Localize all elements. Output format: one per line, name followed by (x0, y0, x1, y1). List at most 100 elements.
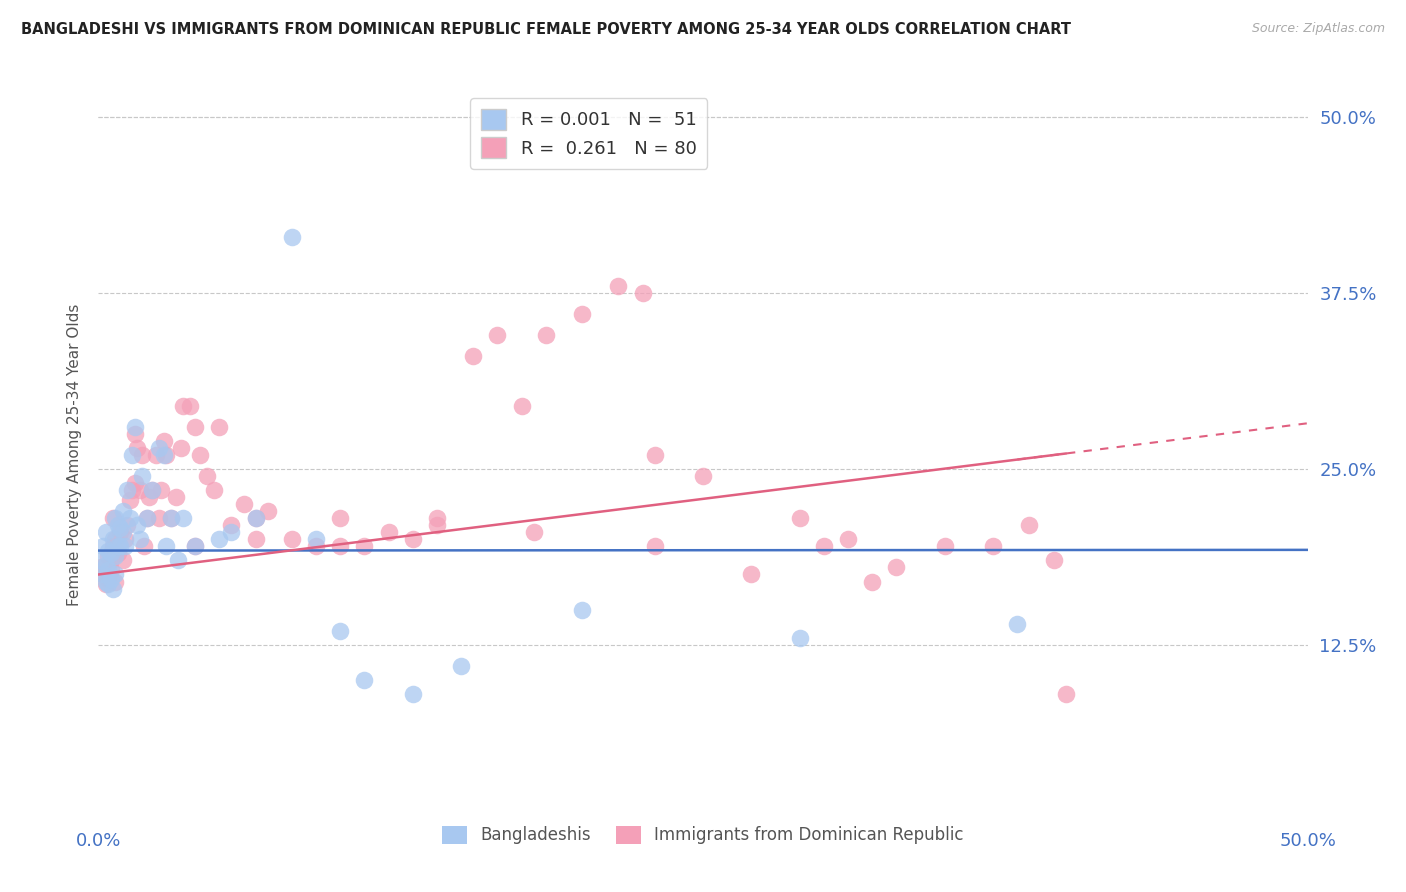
Point (1018, 518, 1040, 533)
Point (97, 549, 120, 564)
Point (124, 419, 146, 434)
Point (94, 525, 117, 540)
Point (692, 469, 714, 483)
Point (245, 511, 267, 525)
Point (195, 469, 218, 483)
Point (101, 511, 124, 525)
Point (104, 549, 127, 564)
Point (90, 560, 112, 574)
Point (128, 483, 150, 497)
Point (155, 539, 177, 553)
Point (740, 567, 762, 582)
Point (117, 483, 139, 497)
Point (644, 539, 666, 553)
Point (121, 448, 143, 462)
Point (167, 553, 190, 567)
Point (160, 511, 183, 525)
Point (97, 563, 120, 577)
Point (232, 497, 254, 511)
Point (329, 539, 352, 553)
Point (981, 539, 1004, 553)
Point (97, 543, 120, 558)
Text: BANGLADESHI VS IMMIGRANTS FROM DOMINICAN REPUBLIC FEMALE POVERTY AMONG 25-34 YEA: BANGLADESHI VS IMMIGRANTS FROM DOMINICAN… (21, 22, 1071, 37)
Point (141, 483, 163, 497)
Point (97, 577, 120, 591)
Point (100, 553, 122, 567)
Point (789, 631, 811, 645)
Point (377, 525, 399, 540)
Point (188, 448, 211, 462)
Point (184, 539, 207, 553)
Point (101, 539, 124, 553)
Point (184, 419, 207, 434)
Point (117, 518, 139, 533)
Point (813, 539, 835, 553)
Point (91, 567, 114, 582)
Point (329, 624, 352, 638)
Y-axis label: Female Poverty Among 25-34 Year Olds: Female Poverty Among 25-34 Year Olds (66, 304, 82, 606)
Point (100, 563, 122, 577)
Point (108, 521, 131, 535)
Point (886, 560, 908, 574)
Point (204, 483, 226, 497)
Point (934, 539, 956, 553)
Point (90, 553, 112, 567)
Point (281, 533, 304, 547)
Point (124, 426, 146, 441)
Point (104, 574, 127, 589)
Point (148, 511, 170, 525)
Point (135, 511, 157, 525)
Point (135, 511, 157, 525)
Point (245, 533, 267, 547)
Point (208, 533, 231, 547)
Point (145, 448, 167, 462)
Point (101, 533, 124, 547)
Point (1042, 553, 1064, 567)
Point (108, 525, 131, 540)
Point (131, 448, 153, 462)
Point (571, 602, 593, 616)
Point (221, 518, 243, 533)
Point (305, 533, 328, 547)
Point (221, 525, 243, 540)
Point (1054, 687, 1077, 701)
Point (155, 448, 177, 462)
Point (402, 687, 425, 701)
Text: Source: ZipAtlas.com: Source: ZipAtlas.com (1251, 22, 1385, 36)
Point (107, 546, 129, 560)
Point (104, 533, 127, 547)
Point (107, 539, 129, 553)
Point (121, 483, 143, 497)
Point (486, 328, 509, 343)
Point (127, 441, 149, 455)
Point (607, 279, 630, 293)
Point (128, 533, 150, 547)
Point (91, 539, 114, 553)
Point (148, 441, 170, 455)
Point (329, 511, 352, 525)
Point (104, 567, 127, 582)
Point (104, 511, 127, 525)
Point (305, 539, 328, 553)
Point (860, 574, 883, 589)
Point (107, 518, 129, 533)
Point (108, 539, 131, 553)
Point (450, 659, 472, 673)
Point (426, 511, 449, 525)
Point (111, 525, 134, 540)
Point (523, 525, 546, 540)
Point (644, 448, 666, 462)
Point (184, 539, 207, 553)
Point (281, 230, 304, 244)
Point (837, 533, 859, 547)
Point (631, 286, 654, 301)
Point (114, 533, 136, 547)
Point (94, 558, 117, 572)
Point (111, 504, 134, 518)
Point (111, 553, 134, 567)
Point (510, 399, 533, 413)
Point (118, 492, 141, 507)
Point (114, 539, 136, 553)
Point (104, 543, 127, 558)
Point (245, 511, 267, 525)
